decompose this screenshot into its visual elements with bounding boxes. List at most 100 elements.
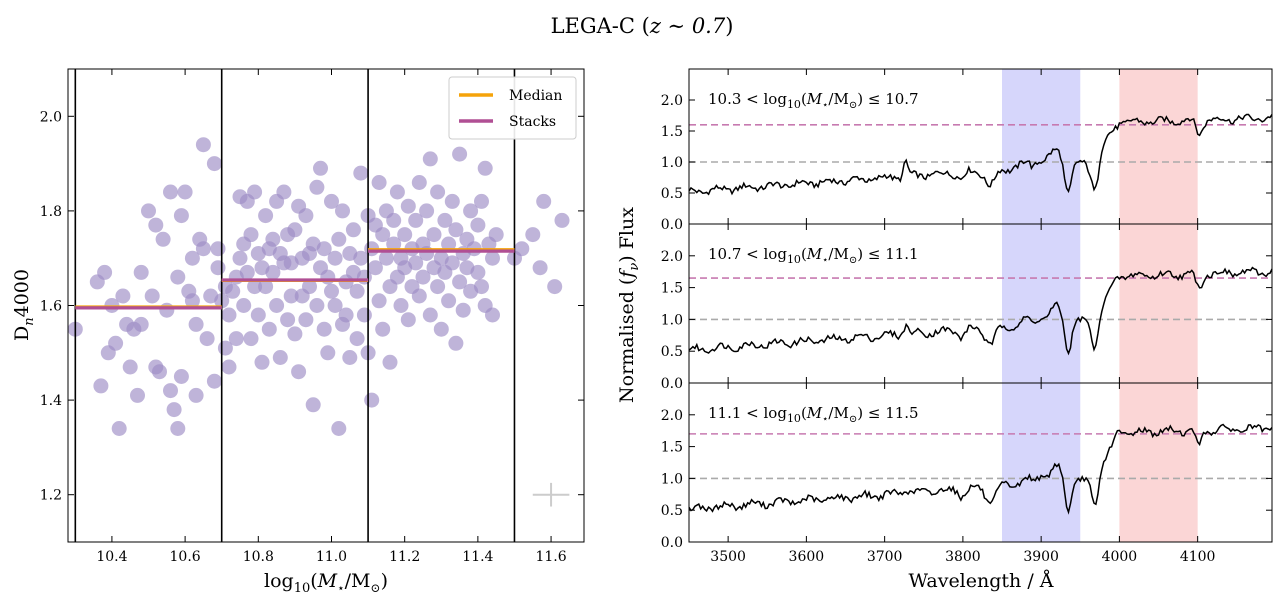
scatter-point: [228, 331, 244, 347]
spectra-panels: 0.0 0.5 1.0 1.5 2.0 10.3 < log10(M⋆/M⊙) ≤ 10.…: [661, 68, 1273, 551]
scatter-point: [309, 179, 325, 195]
y-tick-label: 1.0: [661, 155, 683, 171]
scatter-point: [474, 279, 489, 295]
scatter-point: [133, 316, 149, 332]
y-tick-label: 0.0: [661, 217, 683, 233]
scatter-point: [188, 316, 204, 332]
median-and-stack-lines: [75, 248, 515, 310]
scatter-point: [386, 236, 402, 252]
scatter-x-axis-label: log10(M⋆/M⊙): [264, 570, 388, 596]
scatter-point: [283, 288, 299, 304]
scatter-point: [258, 279, 274, 295]
scatter-point: [327, 298, 343, 313]
scatter-point: [514, 241, 530, 257]
spectrum-line: [688, 423, 1273, 515]
panel-frame: [688, 382, 1273, 543]
y-tick-label: 1.5: [661, 124, 683, 140]
scatter-point: [221, 307, 237, 323]
scatter-point: [477, 160, 493, 176]
scatter-point: [298, 312, 314, 328]
scatter-point: [353, 165, 369, 181]
y-tick-label: 0.0: [661, 376, 683, 392]
scatter-point: [375, 321, 391, 337]
scatter-point: [455, 302, 471, 318]
scatter-point: [184, 293, 200, 309]
scatter-point: [448, 222, 464, 238]
shaded-band: [1119, 69, 1198, 542]
scatter-point: [144, 288, 160, 304]
scatter-point: [122, 359, 138, 375]
x-tick-label: 10.8: [243, 549, 274, 565]
scatter-point: [225, 283, 241, 299]
scatter-point: [236, 298, 252, 313]
scatter-point: [400, 198, 416, 214]
scatter-point: [173, 208, 189, 224]
scatter-point: [393, 298, 409, 313]
scatter-point: [269, 298, 285, 313]
scatter-point: [206, 156, 222, 172]
scatter-point: [247, 279, 263, 295]
scatter-point: [155, 231, 171, 247]
spectrum-panel: 0.0 0.5 1.0 1.5 2.0 11.1 < log10(M⋆/M⊙) ≤ 11.…: [661, 382, 1273, 551]
scatter-point: [243, 331, 259, 347]
x-tick-label: 11.2: [389, 549, 420, 565]
scatter-point: [433, 321, 449, 337]
scatter-point: [298, 208, 314, 224]
scatter-point: [411, 175, 427, 190]
scatter-point: [382, 354, 398, 370]
x-tick-label: 10.6: [170, 549, 201, 565]
scatter-point: [331, 231, 347, 247]
scatter-point: [287, 326, 303, 342]
scatter-point: [221, 359, 237, 375]
scatter-point: [309, 298, 325, 313]
scatter-point: [141, 203, 156, 219]
scatter-point: [320, 345, 336, 361]
scatter-point: [324, 283, 339, 299]
scatter-point: [371, 175, 387, 190]
scatter-points: [67, 137, 570, 436]
scatter-point: [411, 288, 427, 304]
scatter-point: [184, 250, 200, 266]
y-tick-label: 1.0: [661, 312, 683, 328]
scatter-point: [547, 279, 563, 295]
scatter-point: [536, 193, 552, 209]
scatter-point: [426, 227, 442, 243]
panel-label: 11.1 < log10(M⋆/M⊙) ≤ 11.5: [708, 404, 919, 425]
scatter-point: [199, 331, 215, 347]
scatter-point: [367, 260, 383, 276]
y-tick-label: 0.5: [661, 186, 683, 202]
scatter-point: [378, 250, 394, 266]
scatter-point: [338, 307, 354, 323]
scatter-point: [133, 264, 149, 280]
scatter-point: [130, 387, 145, 403]
scatter-point: [452, 274, 468, 290]
scatter-point: [485, 307, 500, 323]
scatter-point: [327, 250, 343, 266]
x-tick-label: 3500: [710, 549, 746, 565]
x-ticks: 10.4 10.6 10.8 11.0 11.2 11.4 11.6: [96, 69, 567, 565]
scatter-point: [316, 321, 332, 337]
scatter-point: [400, 312, 416, 328]
scatter-point: [97, 264, 113, 280]
scatter-point: [258, 208, 274, 224]
scatter-point: [470, 264, 486, 280]
scatter-point: [316, 241, 332, 257]
legend: Median Stacks: [448, 76, 577, 140]
scatter-y-axis-label: Dn4000: [11, 269, 37, 341]
scatter-point: [444, 193, 460, 209]
scatter-point: [525, 227, 541, 243]
scatter-point: [415, 269, 431, 285]
scatter-point: [422, 151, 438, 167]
x-ticks: 3500 3600 3700 3800 3900 4000 4100: [710, 549, 1215, 565]
legend-label-median: Median: [509, 88, 562, 104]
y-tick-label: 2.0: [661, 408, 683, 424]
spectra-chart: 0.0 0.5 1.0 1.5 2.0 10.3 < log10(M⋆/M⊙) ≤ 10.…: [616, 68, 1273, 592]
scatter-point: [430, 184, 446, 200]
legend-box: [448, 76, 577, 140]
scatter-point: [166, 402, 182, 418]
scatter-point: [386, 212, 402, 228]
scatter-point: [170, 269, 186, 285]
scatter-point: [331, 421, 347, 436]
figure-title: LEGA-C (z ∼ 0.7): [551, 14, 734, 38]
scatter-point: [444, 255, 460, 271]
